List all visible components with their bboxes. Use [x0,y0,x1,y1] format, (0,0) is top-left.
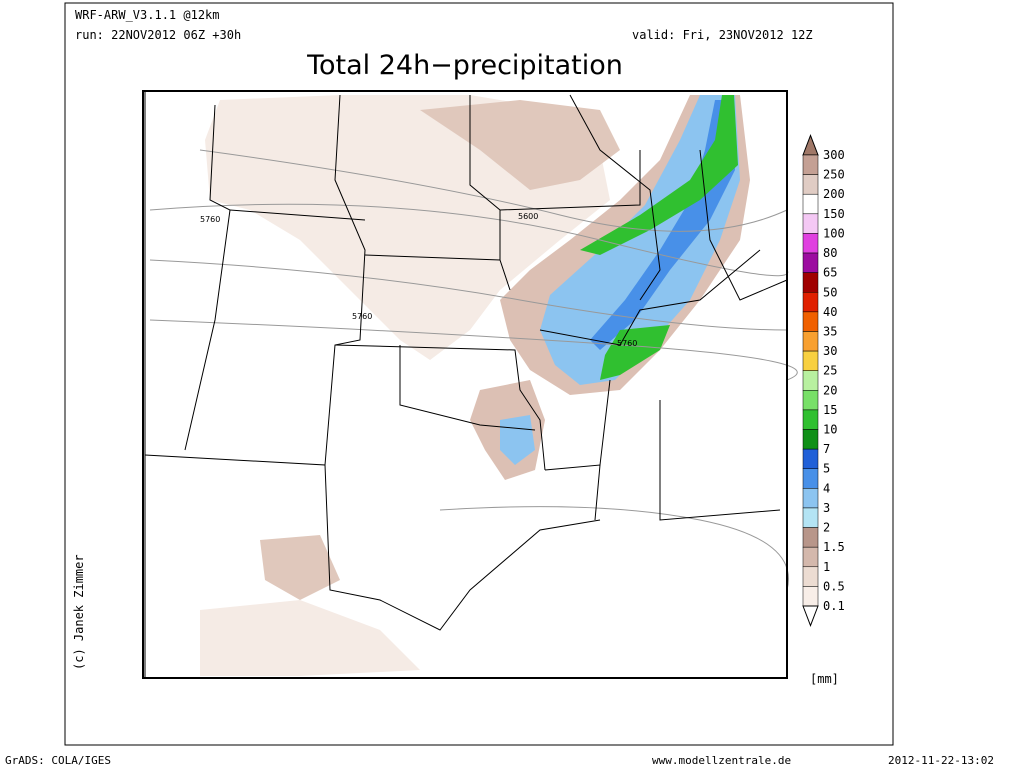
colorbar-box [802,350,819,371]
map: 5760 5600 5760 5760 [142,90,798,679]
colorbar-label: 4 [823,481,830,495]
colorbar-box [802,409,819,430]
colorbar-box [802,468,819,489]
colorbar-label: 250 [823,168,845,182]
colorbar-label: 1 [823,560,830,574]
colorbar-label: 0.1 [823,599,845,613]
colorbar-label: 25 [823,364,837,378]
software: GrADS: COLA/IGES [5,754,111,767]
colorbar-label: 3 [823,501,830,515]
colorbar-label: 150 [823,207,845,221]
colorbar-box [802,193,819,215]
colorbar-box [802,174,819,195]
map-border [142,90,788,679]
colorbar-label: 50 [823,285,837,299]
colorbar-label: 0.5 [823,579,845,593]
colorbar-box [802,566,819,587]
run: run: 22NOV2012 06Z +30h [75,28,241,42]
colorbar-box [802,527,819,548]
colorbar: 300 250 200 150 100 80 65 50 40 35 30 25 20 15 10 7 5 4 3 2… [802,133,845,628]
colorbar-box [802,586,819,607]
site: www.modellzentrale.de [652,754,791,767]
colorbar-label: 7 [823,442,830,456]
credit: (c) Janek Zimmer [72,554,86,670]
colorbar-label: 40 [823,305,837,319]
colorbar-box [802,272,819,293]
contour-label: 5760 [352,312,372,321]
unit: [mm] [810,672,839,686]
title: Total 24h−precipitation [306,50,623,81]
frame [64,2,894,746]
height-contours [149,149,798,591]
timestamp: 2012-11-22-13:02 [888,754,994,767]
colorbar-box [802,154,819,175]
colorbar-box [802,233,819,254]
contour-label: 5760 [200,215,220,224]
colorbar-cap [802,133,819,156]
colorbar-label: 30 [823,344,837,358]
colorbar-label: 200 [823,187,845,201]
colorbar-label: 10 [823,423,837,437]
colorbar-box [802,546,819,568]
contour-label: 5760 [617,339,637,348]
precip [200,95,750,676]
colorbar-label: 2 [823,521,830,535]
model: WRF-ARW_V3.1.1 @12km [75,8,220,22]
colorbar-box [802,448,819,469]
colorbar-box [802,370,819,391]
colorbar-label: 65 [823,266,837,280]
colorbar-box [802,252,819,273]
colorbar-box [802,390,819,411]
colorbar-box [802,213,819,234]
colorbar-box [802,429,819,450]
colorbar-box [802,507,819,528]
colorbar-label: 300 [823,148,845,162]
colorbar-box [802,331,819,352]
colorbar-box [802,311,819,332]
colorbar-label: 35 [823,324,837,338]
colorbar-label: 5 [823,462,830,476]
colorbar-label: 80 [823,246,837,260]
borders [144,90,788,678]
colorbar-label: 15 [823,403,837,417]
colorbar-label: 20 [823,383,837,397]
colorbar-box [802,292,819,313]
colorbar-box [802,488,819,509]
contour-label: 5600 [518,212,538,221]
valid: valid: Fri, 23NOV2012 12Z [632,28,813,42]
colorbar-label: 1.5 [823,540,845,554]
colorbar-label: 100 [823,226,845,240]
colorbar-cap [802,605,819,628]
